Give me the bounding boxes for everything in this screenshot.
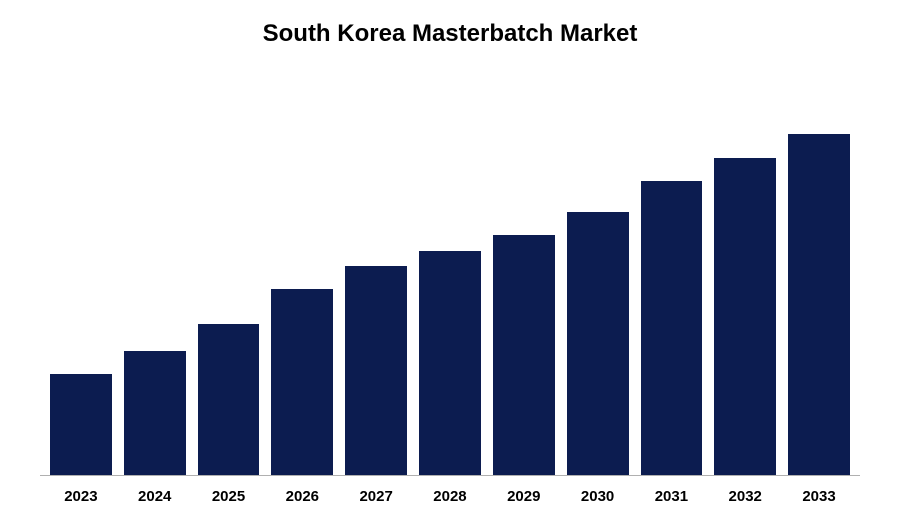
chart-bar bbox=[567, 212, 629, 475]
x-axis-label: 2023 bbox=[50, 488, 112, 505]
bar-wrapper bbox=[641, 88, 703, 475]
bar-wrapper bbox=[493, 88, 555, 475]
chart-bar bbox=[419, 251, 481, 475]
chart-bar bbox=[271, 289, 333, 475]
plot-area bbox=[40, 88, 860, 476]
chart-bar bbox=[124, 351, 186, 475]
chart-bar bbox=[198, 324, 260, 475]
chart-bar bbox=[345, 266, 407, 475]
bar-wrapper bbox=[50, 88, 112, 475]
x-axis-label: 2024 bbox=[124, 488, 186, 505]
bar-wrapper bbox=[345, 88, 407, 475]
x-axis-label: 2025 bbox=[198, 488, 260, 505]
bar-wrapper bbox=[567, 88, 629, 475]
bar-wrapper bbox=[788, 88, 850, 475]
bar-wrapper bbox=[714, 88, 776, 475]
chart-title: South Korea Masterbatch Market bbox=[40, 20, 860, 48]
bar-wrapper bbox=[271, 88, 333, 475]
x-axis-label: 2026 bbox=[271, 488, 333, 505]
chart-bar bbox=[641, 181, 703, 475]
bar-wrapper bbox=[124, 88, 186, 475]
x-axis-label: 2031 bbox=[641, 488, 703, 505]
x-axis-label: 2028 bbox=[419, 488, 481, 505]
bar-wrapper bbox=[198, 88, 260, 475]
chart-container: South Korea Masterbatch Market 202320242… bbox=[0, 0, 900, 525]
x-axis-label: 2032 bbox=[714, 488, 776, 505]
bar-wrapper bbox=[419, 88, 481, 475]
chart-bar bbox=[714, 158, 776, 475]
x-axis-label: 2027 bbox=[345, 488, 407, 505]
chart-bar bbox=[50, 374, 112, 475]
x-axis-label: 2030 bbox=[567, 488, 629, 505]
x-axis-label: 2033 bbox=[788, 488, 850, 505]
chart-bar bbox=[788, 134, 850, 475]
x-axis-label: 2029 bbox=[493, 488, 555, 505]
chart-bar bbox=[493, 235, 555, 475]
x-axis: 2023 2024 2025 2026 2027 2028 2029 2030 2031 2032… bbox=[40, 476, 860, 505]
